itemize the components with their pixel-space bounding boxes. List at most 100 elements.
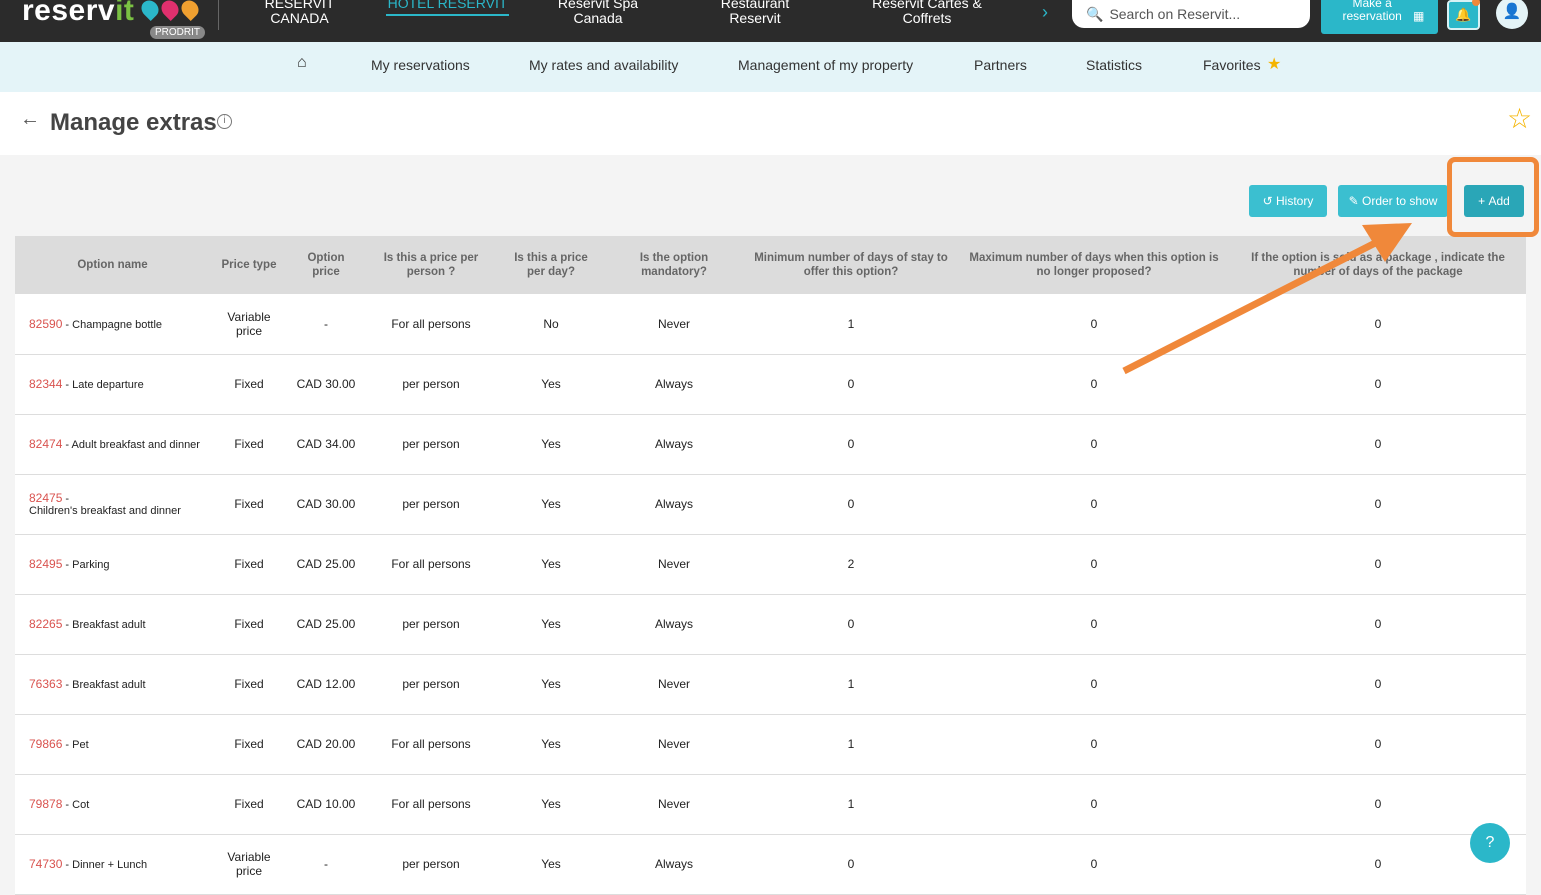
calendar-icon: ▦ (1413, 9, 1425, 23)
table-cell: 1 (744, 654, 958, 715)
annotation-arrow-icon (1122, 223, 1412, 375)
table-cell: 0 (958, 474, 1230, 535)
table-cell: Fixed (210, 414, 288, 475)
table-row[interactable]: 82474 - Adult breakfast and dinner Fixed C… (15, 414, 1526, 475)
table-row[interactable]: 79878 - Cot Fixed CAD 10.00 For all persons… (15, 774, 1526, 835)
option-name: Champagne bottle (72, 318, 163, 331)
nav-cartes[interactable]: Reservit Cartes & Coffrets (872, 0, 982, 26)
option-id-link[interactable]: 82474 (29, 437, 63, 451)
option-id-link[interactable]: 76363 (29, 677, 63, 691)
table-cell: Never (604, 294, 744, 355)
add-button[interactable]: + Add (1464, 185, 1524, 217)
option-name: Adult breakfast and dinner (71, 439, 200, 451)
table-cell: Fixed (210, 594, 288, 655)
table-cell: 0 (1230, 654, 1526, 715)
option-id-link[interactable]: 82495 (29, 557, 63, 571)
option-id-link[interactable]: 79866 (29, 737, 63, 751)
history-button[interactable]: ↺ History (1249, 185, 1327, 217)
table-cell: Never (604, 534, 744, 595)
option-id-link[interactable]: 82344 (29, 377, 63, 391)
nav-spa[interactable]: Reservit Spa Canada (557, 0, 639, 26)
option-name-cell: 82344 - Late departure (15, 354, 210, 415)
table-cell: Fixed (210, 354, 288, 415)
subnav-my-reservations[interactable]: My reservations (371, 57, 470, 73)
column-header: Maximum number of days when this option … (958, 236, 1230, 294)
table-cell: Fixed (210, 714, 288, 775)
nav-reservit-canada[interactable]: RESERVIT CANADA (264, 0, 335, 26)
table-row[interactable]: 82265 - Breakfast adult Fixed CAD 25.00 per… (15, 594, 1526, 655)
subnav-partners[interactable]: Partners (974, 57, 1027, 73)
option-id-link[interactable]: 82475 (29, 491, 63, 505)
table-row[interactable]: 79866 - Pet Fixed CAD 20.00 For all persons… (15, 714, 1526, 775)
option-name-cell: 76363 - Breakfast adult (15, 654, 210, 715)
make-reservation-button[interactable]: Make a reservation ▦ (1321, 0, 1438, 34)
help-button[interactable]: ? (1470, 823, 1510, 863)
option-id-link[interactable]: 82265 (29, 617, 63, 631)
reservit-logo[interactable]: reservit (22, 0, 135, 27)
table-cell: 0 (744, 474, 958, 535)
table-cell: Variable price (210, 294, 288, 355)
option-name-cell: 79866 - Pet (15, 714, 210, 775)
table-cell: per person (364, 594, 498, 655)
option-id-link[interactable]: 82590 (29, 316, 63, 331)
column-header: Is this a price per person ? (364, 236, 498, 294)
search-input[interactable]: 🔍 Search on Reservit... (1072, 0, 1310, 28)
table-cell: For all persons (364, 534, 498, 595)
table-cell: 0 (958, 414, 1230, 475)
search-icon: 🔍 (1086, 5, 1104, 22)
chevron-right-icon[interactable]: › (1042, 2, 1048, 22)
table-row[interactable]: 82475 - Children's breakfast and dinner F… (15, 474, 1526, 535)
column-header: Is this a price per day? (498, 236, 604, 294)
table-cell: 0 (958, 354, 1230, 415)
column-header: Price type (210, 236, 288, 294)
option-name-cell: 82475 - Children's breakfast and dinner (15, 474, 210, 535)
info-icon[interactable]: i (217, 114, 232, 129)
table-cell: For all persons (364, 774, 498, 835)
table-cell: Always (604, 474, 744, 535)
table-cell: CAD 25.00 (288, 534, 364, 595)
env-badge: PRODRIT (150, 26, 205, 39)
favorite-star-icon[interactable]: ☆ (1507, 103, 1533, 134)
option-name-cell: 82495 - Parking (15, 534, 210, 595)
table-cell: - (288, 294, 364, 355)
page-title: Manage extras (50, 109, 217, 136)
history-label: History (1276, 194, 1314, 208)
subnav-statistics[interactable]: Statistics (1086, 57, 1143, 73)
option-name-cell: 82590 - Champagne bottle (15, 294, 210, 355)
option-id-link[interactable]: 79878 (29, 797, 63, 811)
nav-hotel-reservit[interactable]: HOTEL RESERVIT (386, 0, 509, 16)
back-arrow-icon[interactable]: ← (20, 108, 40, 130)
column-header: Minimum number of days of stay to offer … (744, 236, 958, 294)
table-cell: No (498, 294, 604, 355)
favorites-star-icon: ★ (1267, 56, 1282, 73)
table-cell: 1 (744, 714, 958, 775)
table-cell: 0 (1230, 474, 1526, 535)
option-name: Parking (72, 559, 110, 571)
table-cell: Never (604, 714, 744, 775)
user-avatar-icon[interactable]: 👤 (1496, 0, 1528, 29)
subnav-rates[interactable]: My rates and availability (529, 57, 679, 73)
subnav-property[interactable]: Management of my property (738, 57, 914, 73)
sub-nav: ⌂ My reservations My rates and availabil… (0, 42, 1541, 92)
table-cell: per person (364, 474, 498, 535)
order-to-show-button[interactable]: ✎ Order to show (1338, 185, 1448, 217)
option-id-link[interactable]: 74730 (29, 857, 63, 871)
option-name: Cot (72, 799, 90, 811)
order-label: Order to show (1362, 194, 1438, 208)
table-cell: Always (604, 414, 744, 475)
table-cell: 1 (744, 294, 958, 355)
history-icon: ↺ (1262, 194, 1277, 208)
table-row[interactable]: 82495 - Parking Fixed CAD 25.00 For all per… (15, 534, 1526, 595)
table-row[interactable]: 76363 - Breakfast adult Fixed CAD 12.00 per… (15, 654, 1526, 715)
plus-icon: + (1478, 194, 1489, 208)
subnav-favorites[interactable]: Favorites (1203, 57, 1261, 73)
nav-restaurant[interactable]: Restaurant Reservit (720, 0, 790, 26)
add-label: Add (1488, 194, 1510, 208)
table-cell: Yes (498, 714, 604, 775)
column-header: Is the option mandatory? (604, 236, 744, 294)
top-bar: reservit PRODRIT RESERVIT CANADA HOTEL R… (0, 0, 1541, 42)
table-cell: CAD 10.00 (288, 774, 364, 835)
table-row[interactable]: 82344 - Late departure Fixed CAD 30.00 per … (15, 354, 1526, 415)
table-cell: 0 (1230, 354, 1526, 415)
home-icon[interactable]: ⌂ (297, 54, 307, 71)
